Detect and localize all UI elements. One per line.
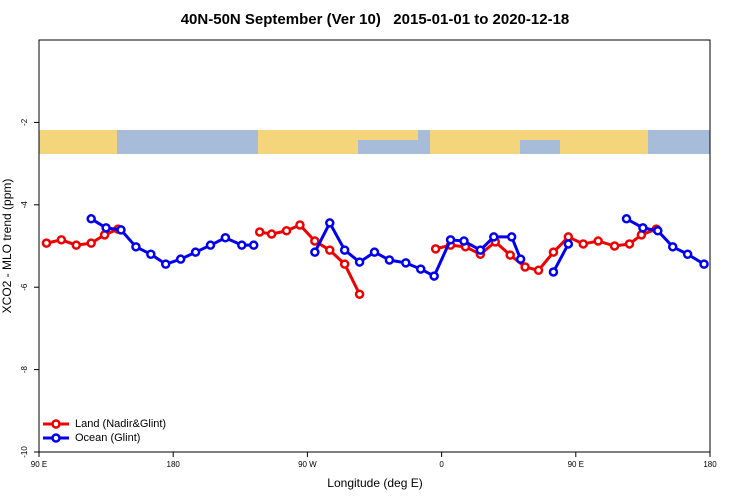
series	[41, 220, 662, 299]
data-point	[205, 240, 216, 250]
data-point	[369, 247, 380, 257]
y-tick-label: -4	[20, 201, 29, 209]
data-point	[609, 241, 620, 251]
land-patch	[39, 130, 117, 154]
data-point	[699, 259, 709, 269]
sea-patch	[520, 140, 560, 154]
data-point	[506, 232, 517, 242]
data-point	[339, 259, 350, 269]
data-point	[638, 223, 648, 233]
data-point	[384, 255, 395, 265]
x-axis-label: Longitude (deg E)	[327, 476, 422, 490]
data-point	[401, 258, 411, 268]
data-point	[310, 236, 320, 246]
y-tick-label: -10	[20, 446, 29, 458]
data-point	[71, 240, 82, 250]
land-patch	[258, 130, 358, 154]
x-tick-label: 90 E	[31, 460, 47, 469]
data-point	[248, 240, 259, 250]
x-tick-label: 90 E	[568, 460, 584, 469]
data-point	[116, 225, 126, 235]
data-point	[131, 242, 141, 252]
map-band	[39, 130, 710, 154]
data-point	[621, 214, 632, 224]
x-tick-label: 0	[439, 460, 444, 469]
y-tick-label: -6	[20, 283, 29, 291]
legend-label: Land (Nadir&Glint)	[75, 418, 166, 430]
data-point	[281, 226, 292, 236]
data-point	[175, 254, 186, 264]
data-point	[254, 227, 265, 237]
data-point	[354, 257, 365, 267]
x-tick-label: 180	[167, 460, 181, 469]
data-point	[415, 264, 426, 274]
data-point	[430, 244, 441, 254]
data-point	[295, 220, 305, 230]
chart-title: 40N-50N September (Ver 10) 2015-01-01 to…	[181, 11, 570, 28]
data-point	[56, 235, 67, 245]
legend-marker	[51, 433, 61, 443]
data-point	[325, 218, 335, 228]
data-point	[520, 262, 530, 272]
data-point	[41, 238, 52, 248]
data-point	[339, 245, 350, 255]
y-tick-label: -2	[20, 118, 29, 126]
series	[86, 214, 709, 281]
data-point	[86, 214, 96, 224]
data-point	[237, 240, 247, 250]
data-point	[489, 232, 499, 242]
data-point	[578, 239, 589, 249]
y-tick-label: -8	[20, 365, 29, 373]
data-point	[429, 271, 439, 281]
y-axis-label: XCO2 - MLO trend (ppm)	[0, 179, 14, 314]
data-point	[533, 265, 544, 276]
legend-marker	[51, 419, 61, 429]
data-point	[667, 242, 678, 252]
data-point	[220, 233, 231, 243]
data-point	[310, 247, 320, 257]
data-point	[653, 226, 663, 236]
data-point	[682, 249, 693, 259]
data-point	[266, 229, 277, 239]
data-point	[624, 239, 635, 249]
data-point	[325, 245, 335, 255]
data-point	[548, 247, 559, 257]
series-line	[435, 227, 657, 272]
x-tick-label: 90 W	[298, 460, 317, 469]
data-point	[459, 236, 469, 246]
data-point	[101, 223, 111, 233]
data-point	[593, 236, 603, 246]
data-point	[505, 250, 515, 260]
data-point	[445, 235, 456, 245]
data-point	[354, 289, 365, 299]
data-point	[146, 249, 156, 259]
data-point	[86, 238, 96, 248]
series-line	[552, 243, 570, 273]
legend-label: Ocean (Glint)	[75, 432, 140, 444]
x-tick-label: 180	[703, 460, 717, 469]
land-patch	[358, 130, 418, 140]
data-point	[475, 245, 486, 255]
series-line	[625, 217, 705, 266]
data-point	[160, 259, 171, 269]
data-point	[563, 239, 574, 249]
data-point	[190, 247, 201, 257]
data-point	[548, 267, 559, 277]
data-point	[515, 254, 526, 264]
plot-frame	[38, 39, 711, 453]
